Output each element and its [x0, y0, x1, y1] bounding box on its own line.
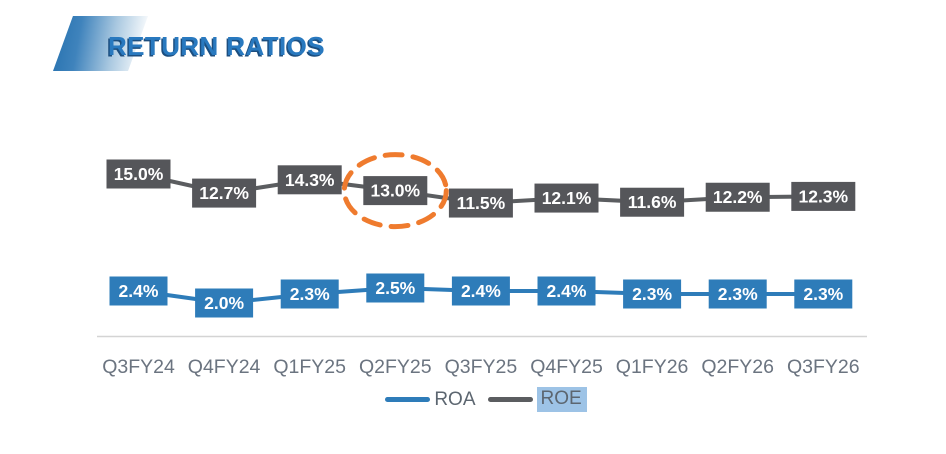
roa-label-text: 2.3%	[632, 284, 672, 304]
roe-label-text: 12.2%	[713, 187, 763, 207]
roe-label-box	[620, 187, 685, 217]
roe-label-box	[791, 181, 856, 211]
roa-label-text: 2.3%	[718, 284, 758, 304]
x-tick-label: Q2FY25	[359, 356, 432, 378]
roa-label-box	[623, 279, 682, 309]
roe-label-text: 12.7%	[199, 183, 249, 203]
x-tick-label: Q1FY25	[273, 356, 346, 378]
roe-label-box	[363, 176, 428, 206]
annotation-dashed-ellipse	[341, 152, 449, 230]
page-title: RETURN RATIOS	[108, 31, 326, 61]
roa-label-box	[195, 288, 254, 318]
roa-label-text: 2.5%	[375, 278, 415, 298]
roa-label-box	[708, 279, 767, 309]
x-tick-label: Q3FY24	[102, 356, 175, 378]
x-tick-label: Q2FY26	[701, 356, 774, 378]
roe-label-text: 11.6%	[628, 192, 677, 212]
roa-label-box	[451, 276, 510, 306]
roe-label-box	[277, 165, 342, 195]
roa-label-text: 2.3%	[803, 284, 843, 304]
roa-label-box	[537, 276, 596, 306]
legend-label-roe: ROE	[536, 387, 587, 412]
roa-label-text: 2.0%	[204, 293, 244, 313]
roa-label-text: 2.4%	[461, 281, 501, 301]
roa-line-swatch-icon	[385, 397, 431, 402]
roa-label-text: 2.4%	[547, 281, 587, 301]
roa-label-text: 2.4%	[119, 281, 159, 301]
chart-legend: ROA ROE	[13, 387, 946, 412]
x-tick-label: Q3FY25	[445, 356, 518, 378]
x-tick-label: Q3FY26	[787, 356, 860, 378]
roa-label-box	[366, 273, 425, 303]
roa-label-box	[109, 276, 168, 306]
roe-label-text: 11.5%	[457, 193, 506, 213]
legend-item-roe: ROE	[487, 387, 587, 412]
x-tick-label: Q1FY26	[616, 356, 689, 378]
roe-label-box	[534, 183, 599, 213]
roe-label-box	[106, 159, 171, 189]
roa-label-text: 2.3%	[290, 284, 330, 304]
legend-label-roa: ROA	[434, 388, 476, 410]
roe-label-box	[448, 188, 513, 218]
legend-item-roa: ROA	[385, 388, 476, 411]
roa-label-box	[280, 279, 339, 309]
roa-label-box	[794, 279, 853, 309]
roe-label-text: 12.3%	[798, 186, 848, 206]
roe-label-box	[192, 178, 257, 208]
roe-label-text: 14.3%	[285, 170, 335, 190]
x-tick-label: Q4FY25	[530, 356, 603, 378]
roe-label-box	[705, 182, 770, 212]
roe-line-swatch-icon	[487, 397, 533, 402]
roe-label-text: 15.0%	[114, 164, 164, 184]
roe-label-text: 13.0%	[370, 181, 420, 201]
roe-label-text: 12.1%	[542, 188, 592, 208]
x-tick-label: Q4FY24	[188, 356, 261, 378]
